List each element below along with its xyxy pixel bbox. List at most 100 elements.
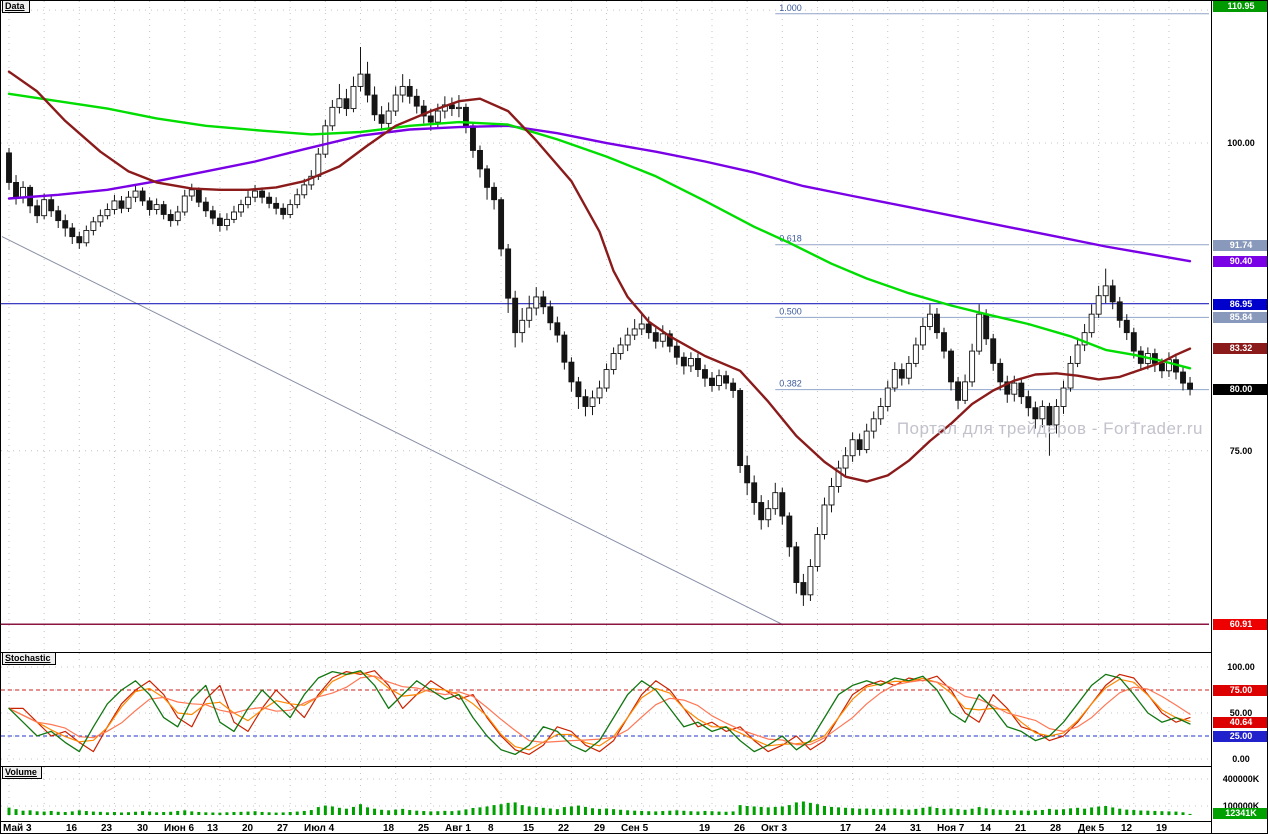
volume-bar: [675, 810, 679, 815]
volume-bar: [1111, 807, 1115, 815]
date-axis[interactable]: Май 3 16 23 30 Июн 6 13 20 27 Июл 4 18 25 Авг 1 8 15 2…: [1, 822, 1211, 834]
volume-bar: [225, 812, 229, 815]
volume-bar: [752, 806, 756, 815]
candle-down: [955, 381, 961, 401]
candle-up: [41, 199, 48, 217]
volume-bar: [457, 810, 461, 815]
x-axis-label: Май 3: [3, 823, 32, 834]
candle-up: [617, 344, 624, 355]
candle-up: [287, 204, 294, 215]
candle-down: [427, 115, 434, 123]
volume-bar: [330, 806, 334, 815]
volume-bar: [169, 811, 173, 815]
volume-bar: [619, 809, 623, 815]
x-axis-label: 22: [558, 823, 570, 834]
candle-down: [779, 492, 786, 517]
candle-down: [62, 220, 69, 229]
fib-level-label: 0.618: [779, 234, 802, 244]
volume-bar: [211, 812, 215, 815]
candle-up: [322, 125, 329, 155]
stoch-axis-label: 25.00: [1213, 731, 1267, 742]
volume-bar: [808, 802, 812, 815]
price-scale-column[interactable]: 110.95 100.00 91.74 90.40 86.95 85.84 83.32 80.…: [1211, 1, 1267, 833]
volume-bar: [197, 811, 201, 815]
volume-bar: [661, 811, 665, 815]
volume-bar: [309, 810, 313, 815]
candle-down: [160, 204, 167, 215]
candle-up: [1060, 387, 1067, 407]
volume-bar: [766, 807, 770, 815]
volume-bar: [801, 801, 805, 815]
volume-axis-label: 100000K: [1222, 801, 1260, 811]
volume-panel-tab[interactable]: Volume: [2, 767, 42, 779]
volume-bar: [815, 804, 819, 815]
candle-down: [990, 338, 997, 364]
volume-bar: [443, 810, 447, 815]
candle-down: [554, 322, 561, 336]
candle-up: [716, 375, 722, 387]
candle-up: [624, 334, 631, 346]
price-panel-tab[interactable]: Data: [2, 1, 30, 13]
volume-bar: [562, 807, 566, 815]
volume-bar: [928, 806, 932, 815]
volume-bar: [858, 808, 862, 815]
volume-bar: [731, 811, 735, 815]
candle-up: [238, 204, 244, 213]
candle-down: [1123, 319, 1130, 334]
volume-bar: [949, 808, 953, 815]
volume-bar: [246, 811, 250, 815]
volume-bar: [112, 812, 116, 815]
volume-bar: [1139, 810, 1143, 815]
candle-down: [1116, 301, 1123, 321]
volume-bar: [1104, 806, 1108, 815]
candle-down: [730, 382, 737, 391]
candle-down: [364, 73, 371, 96]
volume-bar: [408, 810, 412, 815]
candle-up: [631, 328, 638, 336]
volume-bar: [42, 811, 46, 815]
candle-down: [34, 205, 41, 217]
volume-bar: [914, 808, 918, 815]
volume-bar: [56, 811, 60, 815]
candle-up: [877, 406, 884, 420]
volume-bar: [696, 811, 700, 815]
volume-bar: [1181, 812, 1185, 815]
price-chart-surface[interactable]: 1.000 0.618 0.500 0.382: [1, 1, 1209, 651]
volume-bar: [218, 812, 222, 815]
candle-down: [561, 334, 568, 363]
candle-down: [800, 582, 807, 596]
volume-axis-label: 12341K: [1213, 808, 1267, 819]
volume-chart-surface[interactable]: [1, 767, 1209, 820]
volume-bar: [1160, 811, 1164, 815]
volume-bar: [738, 805, 742, 815]
candle-up: [392, 94, 399, 112]
volume-bar: [548, 808, 552, 815]
candle-down: [491, 186, 498, 201]
stochastic-panel-tab[interactable]: Stochastic: [2, 653, 56, 665]
volume-bar: [492, 805, 496, 815]
candle-down: [1018, 382, 1025, 398]
volume-bar: [337, 807, 341, 815]
candle-down: [1158, 362, 1165, 372]
candle-down: [266, 196, 273, 204]
candle-down: [758, 502, 765, 521]
volume-bar: [499, 804, 503, 815]
volume-axis-label: 400000K: [1222, 774, 1260, 784]
x-axis-label: 28: [1050, 823, 1062, 834]
x-axis-label: Ноя 7: [937, 823, 965, 834]
candle-up: [1095, 295, 1102, 315]
volume-bar: [28, 810, 32, 815]
fib-level-label: 1.000: [779, 3, 802, 13]
volume-bar: [14, 809, 18, 815]
stoch-slow2-salmon: [8, 675, 1191, 746]
volume-bar: [1012, 810, 1016, 815]
volume-bar: [977, 807, 981, 815]
candle-up: [891, 369, 898, 389]
volume-bar: [204, 812, 208, 815]
volume-bar: [1062, 809, 1065, 815]
stochastic-chart-surface[interactable]: [1, 653, 1209, 765]
volume-bar: [963, 809, 967, 815]
price-axis-label: 86.95: [1213, 299, 1267, 310]
volume-bar: [316, 807, 320, 815]
